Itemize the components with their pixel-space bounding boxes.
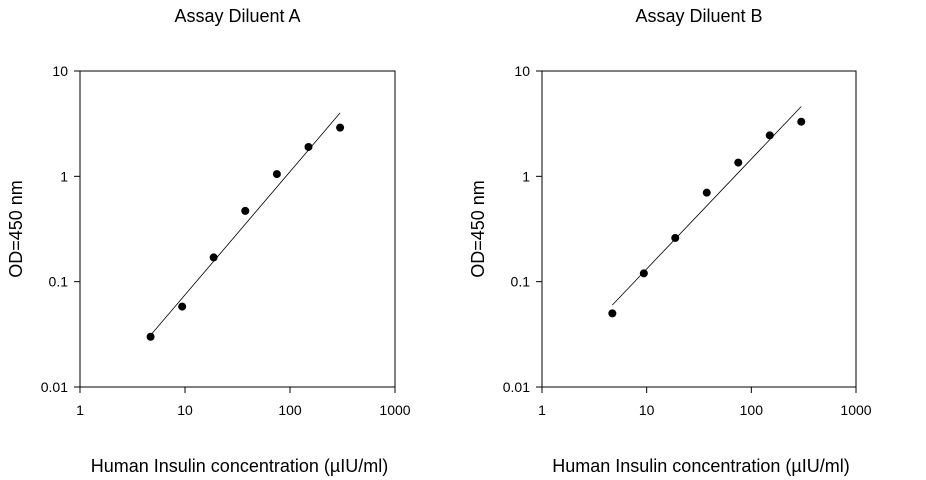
y-tick-label: 0.1 xyxy=(49,274,69,290)
x-axis-label: Human Insulin concentration (µIU/ml) xyxy=(552,456,849,476)
x-tick-label: 1 xyxy=(76,402,84,418)
chart-assay-diluent-b: Assay Diluent B 1 10 100 1000 0.01 0.1 1 10 Human… xyxy=(468,6,872,476)
data-point xyxy=(272,170,281,179)
y-tick-label: 0.01 xyxy=(503,379,530,395)
data-point xyxy=(639,269,648,278)
data-point xyxy=(671,233,680,242)
x-tick-label: 1000 xyxy=(840,402,871,418)
y-tick-label: 0.01 xyxy=(41,379,68,395)
data-point xyxy=(797,117,806,126)
chart-assay-diluent-a: Assay Diluent A 1 10 100 1000 0.01 0.1 1 10 Human… xyxy=(6,6,411,476)
data-point xyxy=(608,309,617,318)
data-point xyxy=(702,188,711,197)
x-tick-label: 100 xyxy=(278,402,302,418)
chart-title: Assay Diluent B xyxy=(635,6,762,26)
data-point xyxy=(146,332,155,341)
x-tick-label: 10 xyxy=(639,402,655,418)
data-point xyxy=(734,158,743,167)
data-point xyxy=(209,253,218,262)
plot-frame xyxy=(541,70,857,388)
x-tick-label: 1 xyxy=(538,402,546,418)
y-axis-label: OD=450 nm xyxy=(6,180,26,278)
plot-frame xyxy=(79,70,396,388)
x-tick-label: 10 xyxy=(177,402,193,418)
x-tick-label: 100 xyxy=(740,402,764,418)
data-point xyxy=(336,123,345,132)
data-point xyxy=(178,302,187,311)
y-tick-label: 0.1 xyxy=(511,274,531,290)
chart-title: Assay Diluent A xyxy=(174,6,300,26)
x-axis-label: Human Insulin concentration (µIU/ml) xyxy=(91,456,388,476)
y-tick-label: 10 xyxy=(52,63,68,79)
y-tick-label: 1 xyxy=(522,168,530,184)
x-tick-label: 1000 xyxy=(379,402,410,418)
y-axis-label: OD=450 nm xyxy=(468,180,488,278)
y-tick-label: 10 xyxy=(514,63,530,79)
data-point xyxy=(241,206,250,215)
y-tick-label: 1 xyxy=(60,168,68,184)
data-point xyxy=(304,142,313,151)
data-point xyxy=(765,131,774,140)
